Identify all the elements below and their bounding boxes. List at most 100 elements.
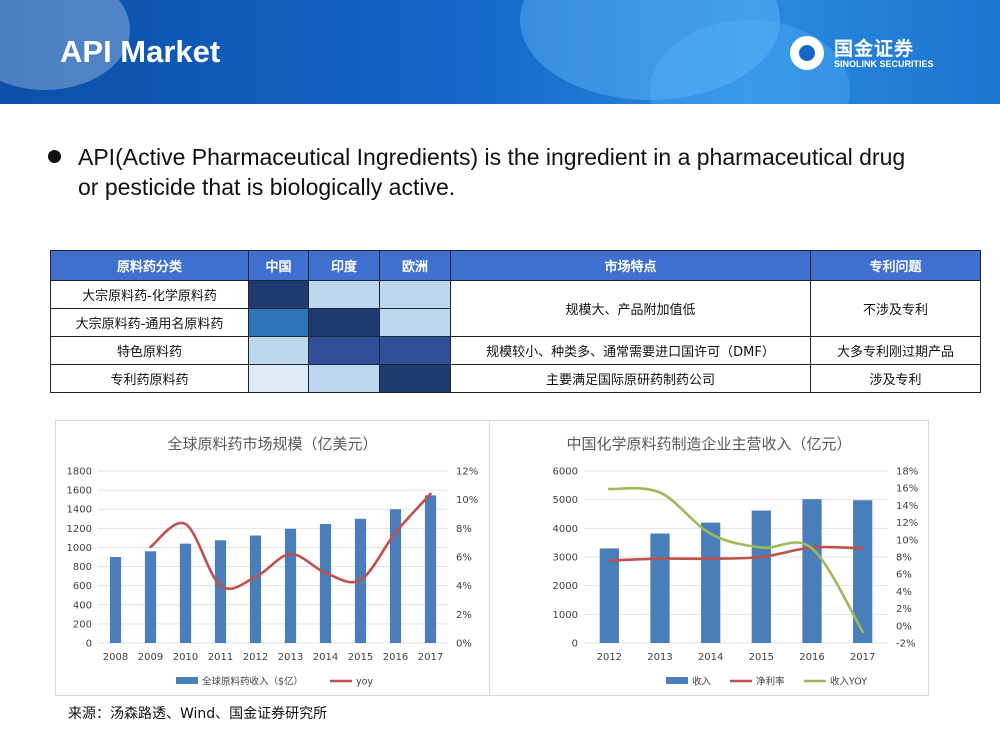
bullet-dot-icon	[48, 150, 61, 163]
series-line	[149, 492, 432, 591]
x-tick-label: 2017	[418, 652, 443, 663]
market-cell: 主要满足国际原研药制药公司	[450, 364, 811, 393]
y-right-tick-label: 14%	[896, 501, 918, 512]
x-tick-label: 2016	[383, 652, 408, 663]
heat-cell-europe	[379, 336, 451, 365]
y-right-tick-label: 0%	[456, 639, 472, 650]
bar	[179, 543, 192, 643]
y-left-tick-label: 0	[86, 639, 92, 650]
header-patent: 专利问题	[810, 250, 981, 281]
china-api-revenue-chart: 中国化学原料药制造企业主营收入（亿元） 0 1000 2000 3000 4000 5000…	[553, 435, 919, 688]
y-left-tick-label: 3000	[553, 553, 578, 564]
heat-cell-europe	[379, 308, 451, 337]
bar	[214, 540, 227, 643]
charts-panel: 全球原料药市场规模（亿美元） 0 200 400 600 800 1000 1200 1400 1…	[55, 420, 929, 696]
y-left-tick-label: 1200	[67, 524, 92, 535]
patent-cell: 涉及专利	[810, 364, 981, 393]
legend-label: yoy	[356, 677, 373, 688]
x-tick-label: 2017	[850, 652, 875, 663]
heat-cell-europe	[379, 280, 451, 309]
x-tick-label: 2010	[173, 652, 198, 663]
legend-swatch	[666, 677, 688, 684]
patent-cell: 大多专利刚过期产品	[810, 336, 981, 365]
y-right-tick-label: 4%	[456, 581, 472, 592]
y-left-tick-label: 1000	[553, 610, 578, 621]
y-left-tick-label: 4000	[553, 524, 578, 535]
source-note: 来源：汤森路透、Wind、国金证券研究所	[68, 706, 328, 722]
y-right-tick-label: 2%	[456, 610, 472, 621]
category-cell: 大宗原料药-通用名原料药	[50, 308, 249, 337]
heat-cell-china	[248, 336, 309, 365]
bar	[249, 535, 262, 643]
x-tick-label: 2014	[313, 652, 338, 663]
legend-label: 净利率	[756, 676, 785, 688]
y-left-tick-label: 5000	[553, 495, 578, 506]
table-row: 专利药原料药 主要满足国际原研药制药公司 涉及专利	[50, 364, 981, 393]
y-right-tick-label: 18%	[896, 467, 918, 478]
y-right-tick-label: 8%	[456, 524, 472, 535]
x-tick-label: 2011	[208, 652, 233, 663]
y-right-tick-label: 10%	[456, 495, 478, 506]
chart-title: 全球原料药市场规模（亿美元）	[167, 435, 377, 453]
y-left-tick-label: 1400	[67, 505, 92, 516]
patent-cell: 不涉及专利	[810, 280, 981, 337]
header-category: 原料药分类	[50, 250, 249, 281]
table-row: 大宗原料药-化学原料药 规模大、产品附加值低 不涉及专利	[50, 280, 981, 337]
logo-mark-icon	[790, 36, 824, 70]
y-left-tick-label: 0	[572, 639, 578, 650]
logo-english-name: SINOLINK SECURITIES	[834, 59, 934, 69]
company-logo: 国金证券 SINOLINK SECURITIES	[790, 34, 960, 74]
y-left-tick-label: 2000	[553, 581, 578, 592]
y-right-tick-label: 12%	[896, 518, 918, 529]
y-left-tick-label: 400	[73, 600, 92, 611]
x-tick-label: 2015	[348, 652, 373, 663]
bar	[389, 509, 402, 643]
y-right-tick-label: 16%	[896, 484, 918, 495]
header-banner: API Market 国金证券 SINOLINK SECURITIES	[0, 0, 1000, 104]
header-europe: 欧洲	[379, 250, 451, 281]
heat-cell-china	[248, 364, 309, 393]
y-left-tick-label: 1600	[67, 486, 92, 497]
legend-label: 全球原料药收入（$亿）	[202, 676, 303, 688]
y-right-tick-label: 12%	[456, 467, 478, 478]
table-header-row: 原料药分类 中国 印度 欧洲 市场特点 专利问题	[50, 250, 981, 281]
y-right-tick-label: 0%	[896, 621, 912, 632]
category-cell: 大宗原料药-化学原料药	[50, 280, 249, 309]
global-api-market-chart: 全球原料药市场规模（亿美元） 0 200 400 600 800 1000 1200 1400 1…	[67, 435, 479, 688]
heat-cell-india	[308, 280, 380, 309]
y-left-tick-label: 200	[73, 619, 92, 630]
bar	[701, 522, 721, 643]
bar	[319, 524, 332, 643]
series-line	[608, 486, 864, 634]
table-row: 大宗原料药-通用名原料药	[50, 308, 981, 337]
heat-cell-india	[308, 336, 380, 365]
bar	[109, 557, 122, 643]
x-tick-label: 2013	[647, 652, 672, 663]
header-market: 市场特点	[450, 250, 811, 281]
header-china: 中国	[248, 250, 309, 281]
heat-cell-india	[308, 308, 380, 337]
x-tick-label: 2015	[749, 652, 774, 663]
heat-cell-china	[248, 308, 309, 337]
x-tick-label: 2008	[103, 652, 128, 663]
api-classification-table: 原料药分类 中国 印度 欧洲 市场特点 专利问题 大宗原料药-化学原料药 规模大…	[50, 250, 981, 393]
chart-title: 中国化学原料药制造企业主营收入（亿元）	[566, 435, 851, 453]
x-tick-label: 2009	[138, 652, 163, 663]
y-left-tick-label: 800	[73, 562, 92, 573]
y-right-tick-label: 6%	[896, 570, 912, 581]
heat-cell-europe	[379, 364, 451, 393]
y-right-tick-label: 2%	[896, 604, 912, 615]
x-tick-label: 2014	[698, 652, 723, 663]
bullet-text: API(Active Pharmaceutical Ingredients) i…	[78, 144, 906, 200]
heat-cell-china	[248, 280, 309, 309]
y-right-tick-label: 4%	[896, 587, 912, 598]
legend-label: 收入YOY	[830, 676, 867, 688]
y-left-tick-label: 6000	[553, 467, 578, 478]
page-title: API Market	[60, 34, 221, 69]
category-cell: 专利药原料药	[50, 364, 249, 393]
x-tick-label: 2012	[243, 652, 268, 663]
bar	[284, 528, 297, 643]
y-right-tick-label: 8%	[896, 553, 912, 564]
legend-label: 收入	[692, 676, 712, 688]
y-left-tick-label: 1800	[67, 467, 92, 478]
